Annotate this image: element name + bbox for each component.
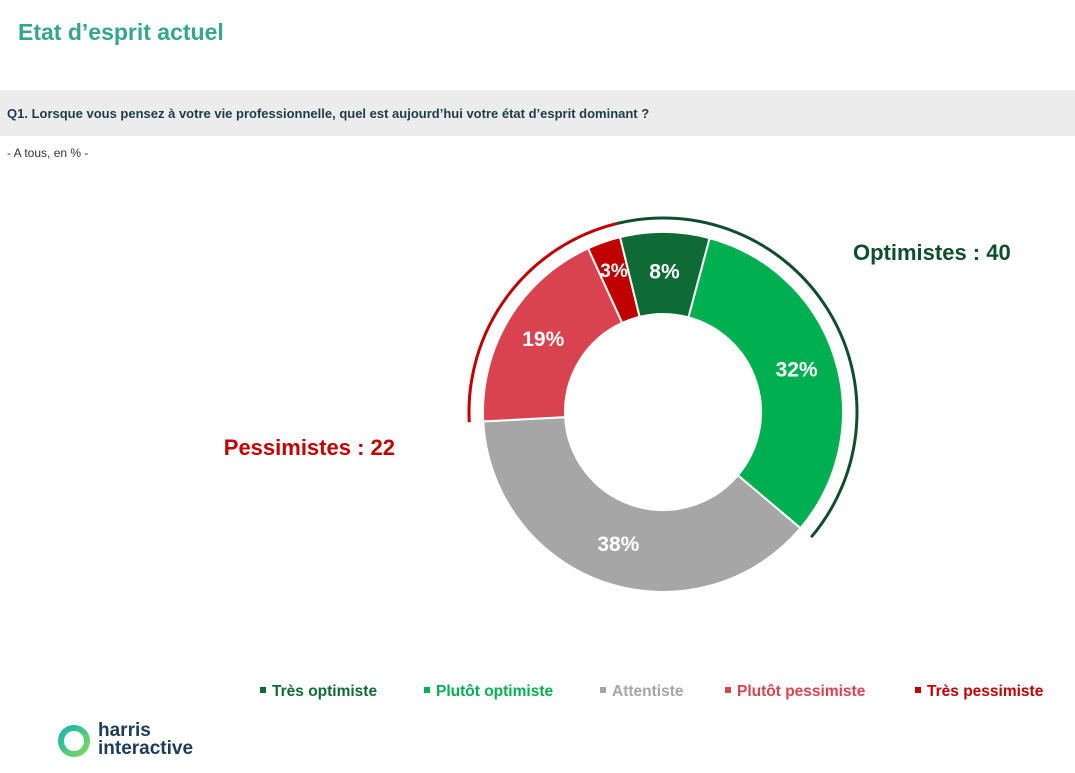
logo-line-2: interactive [98,738,194,759]
legend-item: Plutôt optimiste [424,683,553,701]
question-bar: Q1. Lorsque vous pensez à votre vie prof… [0,90,1075,136]
group-label-pessimistes: Pessimistes : 22 [224,435,395,460]
logo-ring-icon [58,725,90,757]
slice-attentiste [482,416,802,593]
slice-plutot-optimiste [687,236,844,530]
base-note: - A tous, en % - [7,146,89,160]
slice-label-tres-optimiste: 8% [649,261,680,284]
legend-swatch-icon [600,686,606,693]
question-text: Q1. Lorsque vous pensez à votre vie prof… [7,106,650,121]
page-title: Etat d’esprit actuel [18,19,224,45]
legend-swatch-icon [260,686,266,693]
logo-text: harris interactive [98,720,194,759]
legend-label: Très optimiste [272,683,378,700]
slice-tres-optimiste [618,231,711,319]
slice-label-plutot-pessimiste: 19% [522,328,564,351]
slice-label-attentiste: 38% [597,533,639,556]
legend-item: Très pessimiste [915,683,1043,701]
legend-swatch-icon [424,686,430,693]
group-bracket-optimistes [616,216,859,539]
legend-swatch-icon [915,686,921,693]
slice-plutot-pessimiste [482,247,624,423]
legend-item: Très optimiste [260,683,377,701]
legend-label: Attentiste [612,683,684,700]
group-bracket-pessimistes [467,222,618,423]
logo-line-1: harris [98,720,151,741]
legend-swatch-icon [725,686,731,693]
group-label-optimistes: Optimistes : 40 [853,240,1011,265]
legend-item: Attentiste [600,683,683,701]
harris-interactive-logo: harris interactive [56,720,216,762]
legend-item: Plutôt pessimiste [725,683,865,701]
slice-label-plutot-optimiste: 32% [776,359,818,382]
legend-label: Plutôt optimiste [436,683,554,700]
legend-label: Très pessimiste [927,683,1044,700]
slice-label-tres-pessimiste: 3% [600,261,628,282]
legend-label: Plutôt pessimiste [737,683,866,700]
